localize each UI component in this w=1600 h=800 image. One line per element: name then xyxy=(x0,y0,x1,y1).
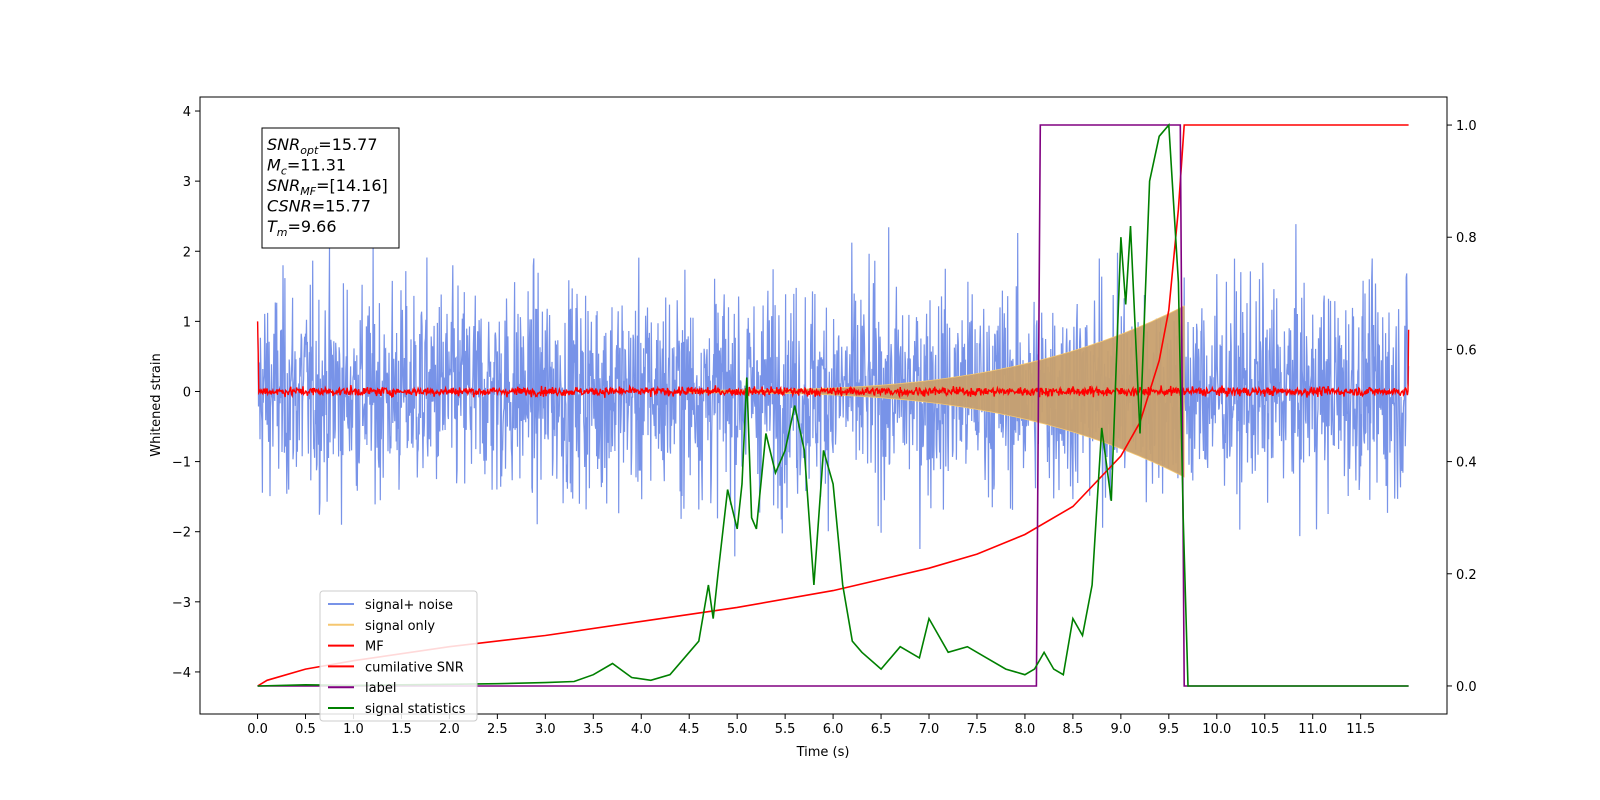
x-tick-label: 3.5 xyxy=(583,722,604,737)
x-tick-label: 8.0 xyxy=(1015,722,1036,737)
x-tick-label: 6.0 xyxy=(823,722,844,737)
y-axis-left: 4 3 2 1 0 −1 −2 −3 −4 xyxy=(172,105,200,681)
x-tick-label: 4.5 xyxy=(679,722,700,737)
x-tick-label: 1.0 xyxy=(343,722,364,737)
x-tick-label: 3.0 xyxy=(535,722,556,737)
x-tick-label: 11.5 xyxy=(1346,722,1375,737)
y-right-tick-label: 0.8 xyxy=(1456,231,1477,246)
legend: signal+ noise signal only MF cumilative SNR… xyxy=(319,590,478,722)
x-tick-label: 10.5 xyxy=(1250,722,1279,737)
y-left-tick-label: −4 xyxy=(172,666,191,681)
x-tick-label: 9.0 xyxy=(1111,722,1132,737)
x-tick-label: 0.0 xyxy=(247,722,268,737)
legend-frame xyxy=(319,590,478,722)
x-tick-label: 0.5 xyxy=(295,722,316,737)
x-tick-label: 6.5 xyxy=(871,722,892,737)
legend-entry: signal statistics xyxy=(365,702,466,717)
x-tick-label: 7.0 xyxy=(919,722,940,737)
legend-entry: cumilative SNR xyxy=(365,660,464,675)
x-tick-label: 4.0 xyxy=(631,722,652,737)
x-tick-label: 8.5 xyxy=(1063,722,1084,737)
annotation-line: Tm=9.66 xyxy=(267,217,337,239)
y-left-tick-label: −3 xyxy=(172,596,191,611)
y-left-tick-label: 4 xyxy=(183,105,191,120)
y-left-tick-label: −1 xyxy=(172,456,191,471)
x-tick-label: 2.5 xyxy=(487,722,508,737)
annotation-line: CSNR=15.77 xyxy=(267,197,371,216)
axes-frame xyxy=(199,96,1448,715)
annotation-box-frame xyxy=(261,127,400,249)
x-tick-label: 5.0 xyxy=(727,722,748,737)
series-signal-statistics xyxy=(257,122,1409,687)
legend-entry: MF xyxy=(365,640,384,655)
y-left-tick-label: 1 xyxy=(183,315,191,330)
annotation-line: SNRopt=15.77 xyxy=(267,135,378,157)
series-mf xyxy=(256,321,1410,399)
y-left-tick-label: 2 xyxy=(183,245,191,260)
x-tick-label: 7.5 xyxy=(967,722,988,737)
legend-entry: label xyxy=(365,681,396,696)
annotation-box: SNRopt=15.77Mc=11.31SNRMF=[14.16]CSNR=15… xyxy=(261,127,400,249)
y-left-tick-label: −2 xyxy=(172,526,191,541)
y-right-tick-label: 0.0 xyxy=(1456,680,1477,695)
x-tick-label: 1.5 xyxy=(391,722,412,737)
y-left-tick-label: 0 xyxy=(183,385,191,400)
x-tick-label: 5.5 xyxy=(775,722,796,737)
y-right-tick-label: 1.0 xyxy=(1456,119,1477,134)
series-signal-noise xyxy=(257,224,1410,557)
legend-entry: signal only xyxy=(365,619,435,634)
y-right-tick-label: 0.2 xyxy=(1456,568,1477,583)
y-right-tick-label: 0.4 xyxy=(1456,456,1477,471)
annotation-line: SNRMF=[14.16] xyxy=(267,176,388,198)
y-axis-right: 1.0 0.8 0.6 0.4 0.2 0.0 xyxy=(1447,119,1477,695)
legend-entry: signal+ noise xyxy=(365,598,453,613)
x-tick-label: 11.0 xyxy=(1298,722,1327,737)
y-left-tick-label: 3 xyxy=(183,175,191,190)
x-tick-label: 9.5 xyxy=(1158,722,1179,737)
x-axis: 0.0 0.5 1.0 1.5 2.0 2.5 3.0 3.5 4.0 4.5 5.0 5.5 6.0 6… xyxy=(247,714,1375,737)
x-axis-label: Time (s) xyxy=(796,745,850,760)
annotation-line: Mc=11.31 xyxy=(267,156,346,178)
y-right-tick-label: 0.6 xyxy=(1456,343,1477,358)
x-tick-label: 2.0 xyxy=(439,722,460,737)
x-tick-label: 10.0 xyxy=(1202,722,1231,737)
y-axis-label: Whitened strain xyxy=(149,353,164,456)
